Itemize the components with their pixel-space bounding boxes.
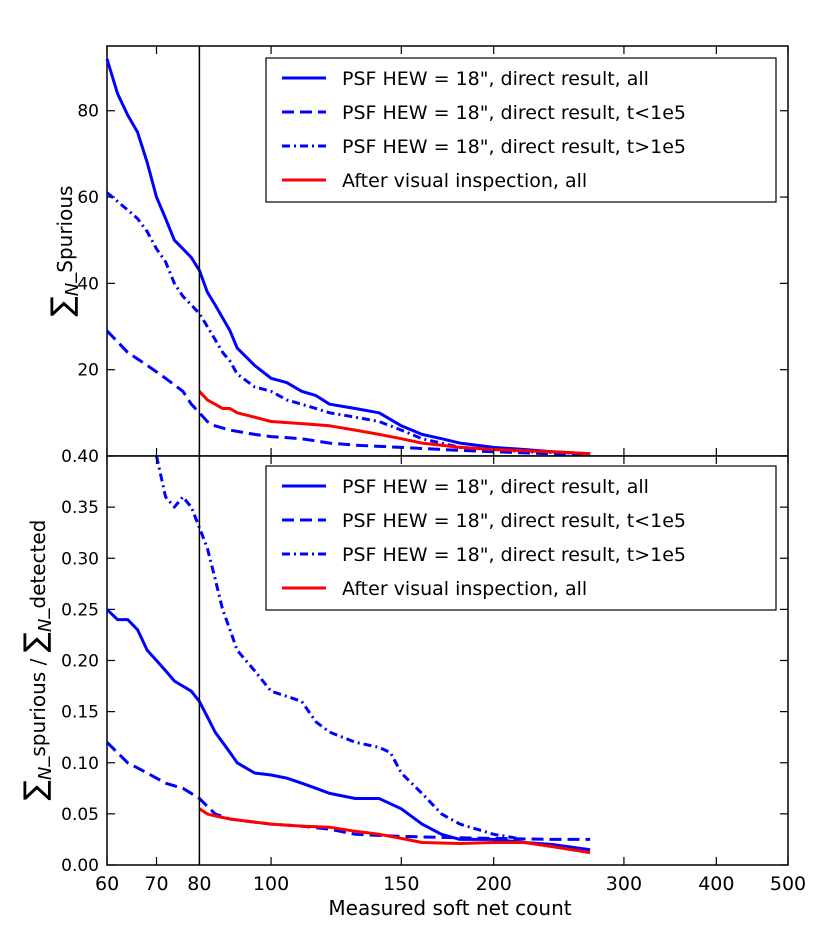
bottom-panel: 0.00 0.05 0.10 0.15 0.20 0.25 0.30 0.35 0.40 60 7… bbox=[18, 46, 806, 920]
xtick-label: 70 bbox=[144, 873, 168, 895]
x-axis-label: Measured soft net count bbox=[328, 896, 571, 920]
top-series-0-line bbox=[105, 58, 591, 456]
bottom-ytick-label: 0.30 bbox=[61, 549, 99, 569]
top-series-3-line bbox=[198, 390, 591, 456]
top-y-axis-label: ∑N_Spurious bbox=[45, 186, 83, 317]
bottom-legend-label: PSF HEW = 18", direct result, t<1e5 bbox=[342, 510, 686, 532]
bottom-series-0-line bbox=[105, 608, 591, 852]
xtick-label: 500 bbox=[770, 873, 806, 895]
bottom-ytick-label: 0.10 bbox=[61, 754, 99, 774]
bottom-ytick-label: 0.20 bbox=[61, 652, 99, 672]
xtick-label: 100 bbox=[253, 873, 289, 895]
top-legend-box bbox=[265, 57, 777, 203]
bottom-ytick-label: 0.35 bbox=[61, 498, 99, 518]
xtick-label: 300 bbox=[606, 873, 642, 895]
top-panel: 20 40 60 80 ∑N_Spurious PSF HEW = 18", dire… bbox=[45, 45, 789, 457]
bottom-ytick-label: 0.00 bbox=[61, 856, 99, 876]
top-ytick-label: 20 bbox=[77, 361, 99, 381]
top-legend-label: PSF HEW = 18", direct result, all bbox=[342, 68, 649, 90]
bottom-legend-label: PSF HEW = 18", direct result, all bbox=[342, 476, 649, 498]
top-series-group bbox=[105, 58, 591, 457]
bottom-legend-label: After visual inspection, all bbox=[342, 578, 587, 600]
xtick-label: 200 bbox=[476, 873, 512, 895]
xtick-label: 60 bbox=[95, 873, 119, 895]
bottom-series-2-line bbox=[155, 455, 525, 841]
top-legend: PSF HEW = 18", direct result, all PSF HEW… bbox=[265, 57, 777, 203]
bottom-y-ticks: 0.00 0.05 0.10 0.15 0.20 0.25 0.30 0.35 0.40 bbox=[61, 447, 788, 876]
bottom-series-group bbox=[105, 455, 591, 855]
bottom-legend-box bbox=[265, 465, 777, 611]
top-series-1-line bbox=[105, 329, 591, 457]
xtick-label: 400 bbox=[698, 873, 734, 895]
top-legend-label: PSF HEW = 18", direct result, t<1e5 bbox=[342, 102, 686, 124]
top-ytick-label: 80 bbox=[77, 102, 99, 122]
bottom-ytick-label: 0.25 bbox=[61, 600, 99, 620]
x-ticks: 60 70 80 100 150 200 300 400 500 bbox=[95, 46, 806, 895]
bottom-ytick-label: 0.05 bbox=[61, 805, 99, 825]
bottom-series-3-line bbox=[198, 807, 591, 855]
top-ytick-label: 40 bbox=[77, 274, 99, 294]
bottom-ytick-label: 0.15 bbox=[61, 703, 99, 723]
bottom-y-axis-label: ∑N_spurious / ∑N_detected bbox=[18, 520, 56, 801]
top-series-2-line bbox=[106, 191, 591, 456]
top-legend-label: After visual inspection, all bbox=[342, 170, 587, 192]
bottom-ytick-label: 0.40 bbox=[61, 447, 99, 467]
bottom-legend: PSF HEW = 18", direct result, all PSF HEW… bbox=[265, 465, 777, 611]
top-legend-label: PSF HEW = 18", direct result, t>1e5 bbox=[342, 136, 686, 158]
xtick-label: 80 bbox=[187, 873, 211, 895]
bottom-legend-label: PSF HEW = 18", direct result, t>1e5 bbox=[342, 544, 686, 566]
top-ytick-label: 60 bbox=[77, 188, 99, 208]
xtick-label: 150 bbox=[383, 873, 419, 895]
